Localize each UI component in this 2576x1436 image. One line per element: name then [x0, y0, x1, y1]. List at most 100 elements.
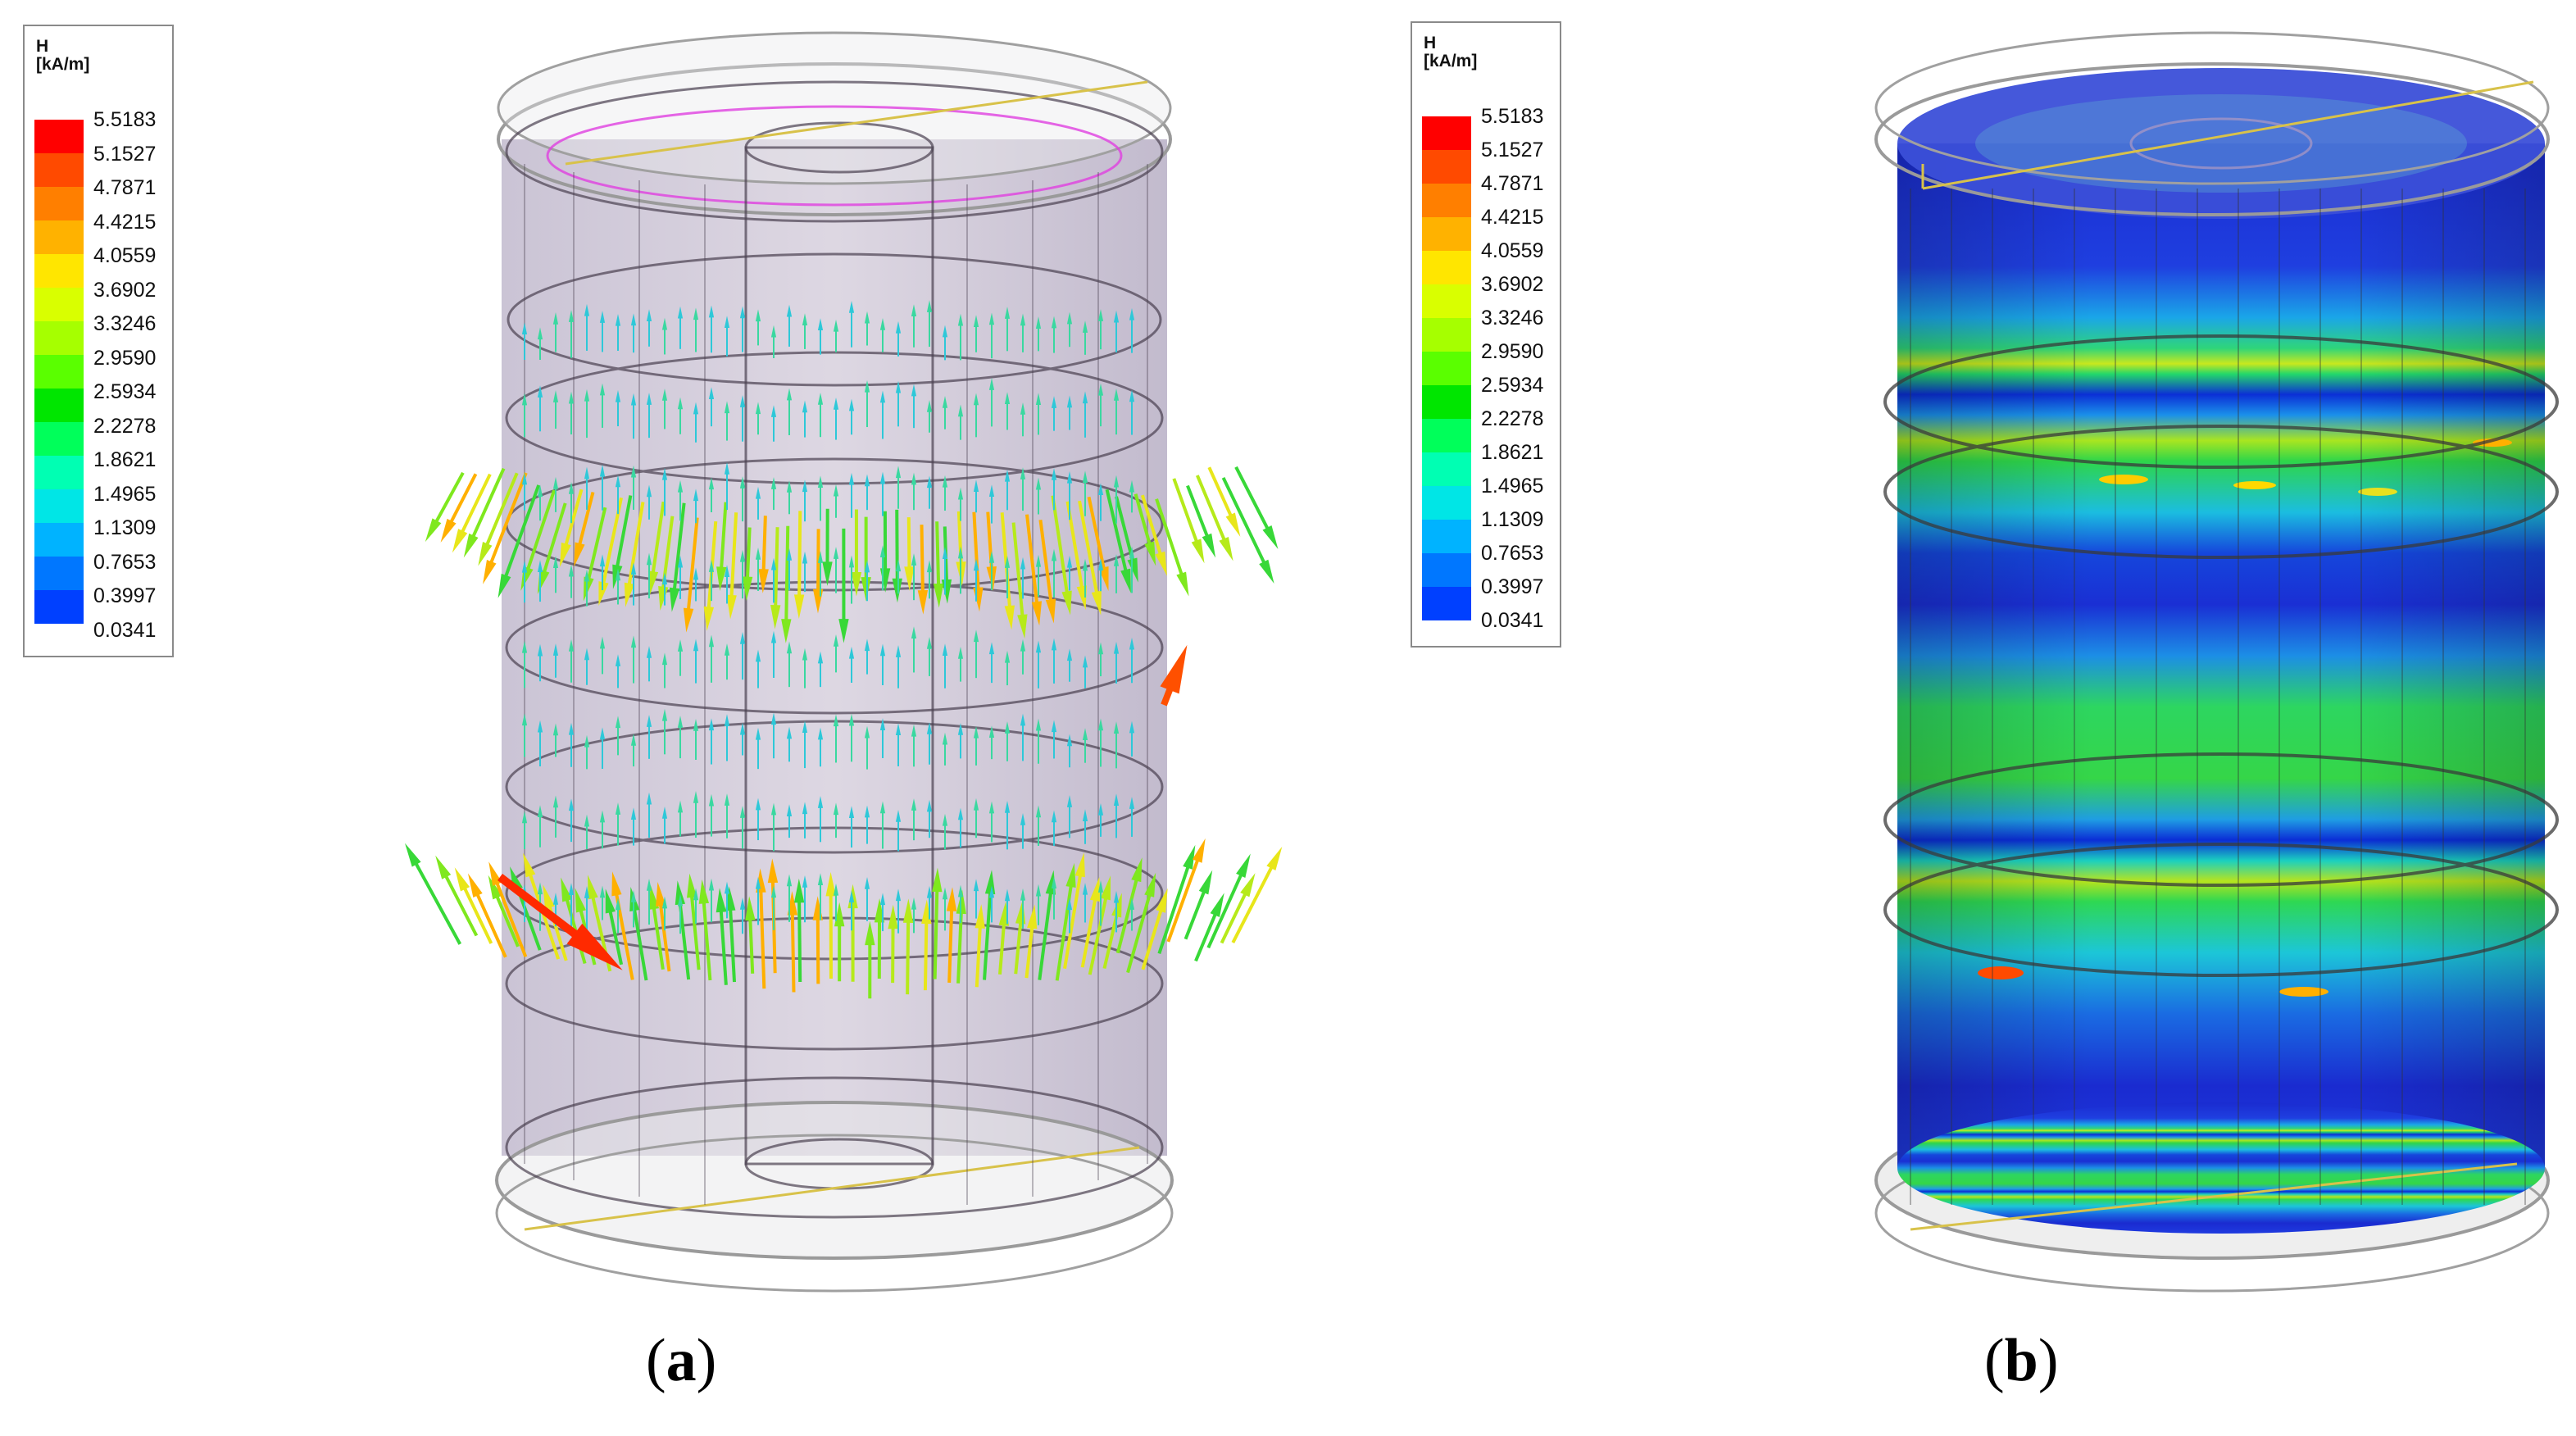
field-arrow-head [687, 873, 697, 898]
field-arrow-head [973, 879, 979, 892]
field-arrow-head [1004, 307, 1011, 319]
field-arrow-head [895, 810, 902, 822]
field-arrow-head [646, 715, 652, 727]
field-arrow-head [1066, 311, 1073, 325]
field-arrow-head [724, 462, 730, 475]
panel-a: H [kA/m] 5.5183 5.1527 4.7871 4.4215 4.0559 3… [23, 25, 1283, 1394]
field-arrow-head [1017, 614, 1028, 639]
field-arrow [446, 473, 478, 529]
field-arrow-head [802, 551, 808, 564]
field-arrow-head [454, 867, 470, 892]
legend-tick-label: 4.7871 [1481, 172, 1544, 195]
field-vector-plot [405, 31, 1283, 1293]
field-arrow-head [552, 476, 559, 489]
field-arrow-head [786, 726, 793, 739]
legend-swatch [1422, 150, 1471, 184]
field-arrow [1141, 902, 1165, 970]
field-arrow-head [1045, 598, 1056, 624]
field-arrow-head [615, 898, 621, 911]
field-arrow-head [1051, 720, 1057, 733]
field-arrow-head [1082, 809, 1088, 822]
field-arrow [1024, 920, 1035, 979]
field-arrow-head [973, 479, 979, 492]
field-arrow-head [879, 643, 886, 657]
field-arrow-head [1129, 307, 1135, 320]
field-arrow [947, 902, 954, 984]
field-arrow [773, 527, 779, 614]
field-arrow [728, 902, 736, 983]
field-arrow-head [693, 402, 699, 415]
field-arrow [1087, 496, 1107, 576]
legend-swatch [34, 389, 84, 422]
field-arrow-head [1020, 557, 1026, 570]
field-arrow-head [864, 805, 870, 818]
field-arrow-head [646, 792, 652, 805]
field-arrow-head [716, 566, 727, 592]
field-arrow-head [848, 555, 855, 568]
field-arrow-head [584, 569, 590, 582]
field-arrow-head [552, 556, 559, 568]
field-arrow-head [802, 720, 808, 734]
field-arrow-head [726, 594, 737, 620]
field-arrow-head [895, 888, 902, 902]
field-arrow-head [1113, 475, 1120, 488]
field-arrow-head [1051, 810, 1057, 823]
field-arrow-head [1129, 546, 1135, 559]
field-arrow-head [848, 646, 855, 659]
legend-swatch [34, 153, 84, 187]
field-arrow [790, 907, 796, 993]
field-arrow-head [537, 720, 543, 733]
field-arrow-head [552, 893, 559, 905]
field-arrow [472, 887, 507, 958]
field-arrow-head [708, 560, 715, 572]
panel-b: H [kA/m] 5.5183 5.1527 4.7871 4.4215 4.0559 3… [1288, 0, 2576, 1436]
field-arrow-head [584, 466, 590, 479]
field-arrow-head [661, 317, 668, 330]
legend-unit: [kA/m] [1424, 52, 1478, 70]
field-arrow-head [1035, 640, 1042, 653]
field-arrow-head [848, 398, 855, 411]
field-arrow [441, 868, 479, 937]
field-arrow [576, 492, 595, 552]
field-arrow-head [483, 559, 497, 584]
field-arrow-head [646, 484, 652, 498]
field-arrow-head [942, 643, 948, 656]
field-arrow [585, 507, 607, 587]
field-arrow-head [758, 569, 769, 593]
legend-quantity: H [1424, 34, 1437, 52]
field-arrow-head [693, 718, 699, 731]
field-arrow-head [957, 884, 964, 898]
field-arrow-head [1051, 876, 1057, 889]
field-arrow-head [838, 619, 849, 643]
field-arrow-head [724, 565, 730, 577]
field-arrow [702, 894, 712, 981]
field-arrow-head [584, 814, 590, 827]
field-arrow-head [1020, 467, 1026, 479]
field-arrow-head [599, 636, 606, 649]
field-arrow-head [942, 325, 948, 338]
field-arrow-head [1004, 469, 1011, 482]
field-arrow-head [1051, 316, 1057, 329]
field-arrow-head [833, 398, 839, 410]
field-arrow-head [786, 874, 793, 887]
field-arrow-head [698, 879, 710, 904]
legend-swatch [34, 489, 84, 523]
field-arrow-head [926, 799, 933, 812]
field-arrow-head [661, 652, 668, 666]
field-arrow-head [537, 805, 543, 817]
field-arrow-head [559, 542, 571, 567]
field-arrow-head [998, 901, 1009, 926]
field-arrow [1038, 885, 1054, 980]
field-arrow-head [568, 798, 575, 811]
field-arrow [972, 511, 980, 597]
field-arrow-head [1020, 402, 1026, 415]
field-arrow-head [833, 802, 839, 816]
field-arrow-head [708, 634, 715, 648]
field-arrow-head [478, 541, 493, 566]
field-arrow [1024, 514, 1040, 611]
field-arrow-head [902, 898, 914, 923]
field-arrow-head [984, 870, 996, 895]
field-arrow [997, 916, 1006, 975]
field-arrow-head [1097, 383, 1104, 396]
field-arrow-head [693, 888, 699, 901]
